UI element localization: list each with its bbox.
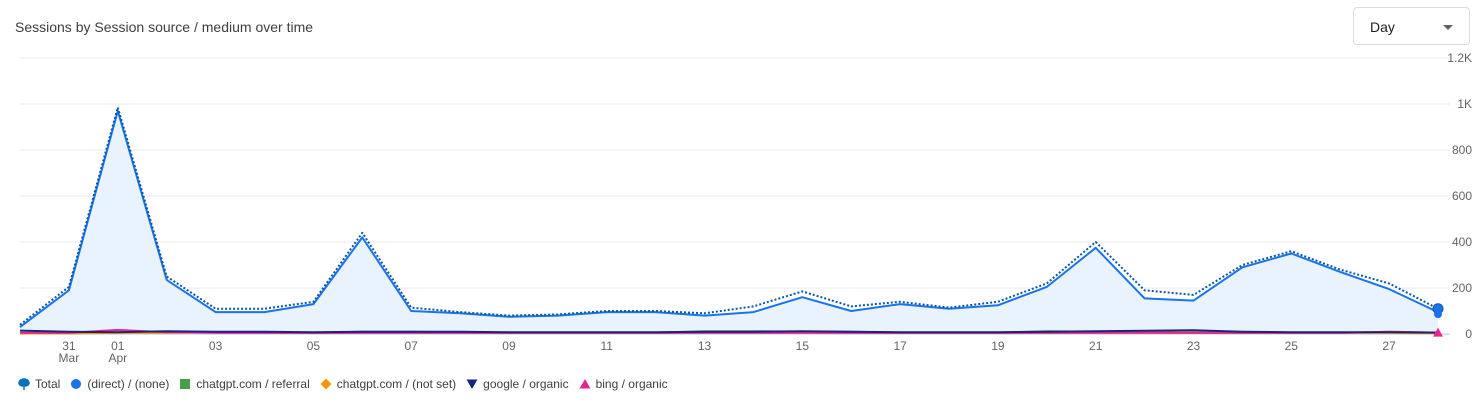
legend-item[interactable]: (direct) / (none) [70,377,169,391]
legend-label: Total [35,377,61,391]
x-tick-label: 31 [62,339,76,353]
x-tick-label: 01 [111,339,125,353]
legend-item[interactable]: chatgpt.com / referral [179,377,310,391]
diamond-icon [320,378,332,390]
x-tick-label: 19 [991,339,1005,353]
chart-legend: Total (direct) / (none) chatgpt.com / refe… [18,377,668,391]
end-marker-direct [1434,310,1442,319]
chevron-down-icon [1443,25,1453,30]
y-tick-label: 0 [1465,327,1472,341]
x-tick-label: 09 [502,339,516,353]
y-tick-label: 600 [1452,189,1472,203]
y-tick-label: 200 [1452,281,1472,295]
area-fill [20,110,1438,335]
x-tick-label: 23 [1187,339,1201,353]
x-tick-label: 15 [796,339,810,353]
triangle-down-icon [466,379,478,389]
y-tick-label: 1K [1457,97,1472,111]
circle-icon [71,379,82,389]
x-tick-label: 25 [1285,339,1299,353]
x-tick-label: 13 [698,339,712,353]
x-tick-label: 17 [893,339,907,353]
legend-label: bing / organic [595,377,668,391]
triangle-up-icon [579,379,591,389]
legend-item[interactable]: google / organic [466,377,569,391]
x-tick-month-label: Apr [108,351,127,365]
legend-label: (direct) / (none) [87,377,170,391]
x-tick-label: 05 [307,339,321,353]
y-tick-label: 1.2K [1447,51,1472,65]
legend-label: chatgpt.com / (not set) [336,377,457,391]
x-tick-label: 07 [404,339,418,353]
x-tick-month-label: Mar [59,351,80,365]
chart-title: Sessions by Session source / medium over… [15,19,314,35]
legend-item[interactable]: bing / organic [579,377,668,391]
granularity-value: Day [1370,19,1395,35]
series-line-0 [19,106,1439,326]
x-tick-label: 27 [1382,339,1396,353]
legend-item[interactable]: Total [18,377,60,391]
series-line-4 [19,329,1439,334]
x-tick-label: 21 [1089,339,1103,353]
granularity-select[interactable]: Day [1353,7,1470,45]
x-tick-label: 11 [601,339,614,353]
series-line-5 [20,328,1439,334]
legend-label: chatgpt.com / referral [196,377,310,391]
x-tick-label: 03 [209,339,223,353]
square-icon [180,379,191,389]
pin-icon [18,378,30,390]
series-line-1 [19,109,1439,328]
legend-label: google / organic [483,377,569,391]
y-tick-label: 400 [1452,235,1472,249]
y-tick-label: 800 [1452,143,1472,157]
end-marker-bing [1433,327,1443,337]
legend-item[interactable]: chatgpt.com / (not set) [320,377,456,391]
